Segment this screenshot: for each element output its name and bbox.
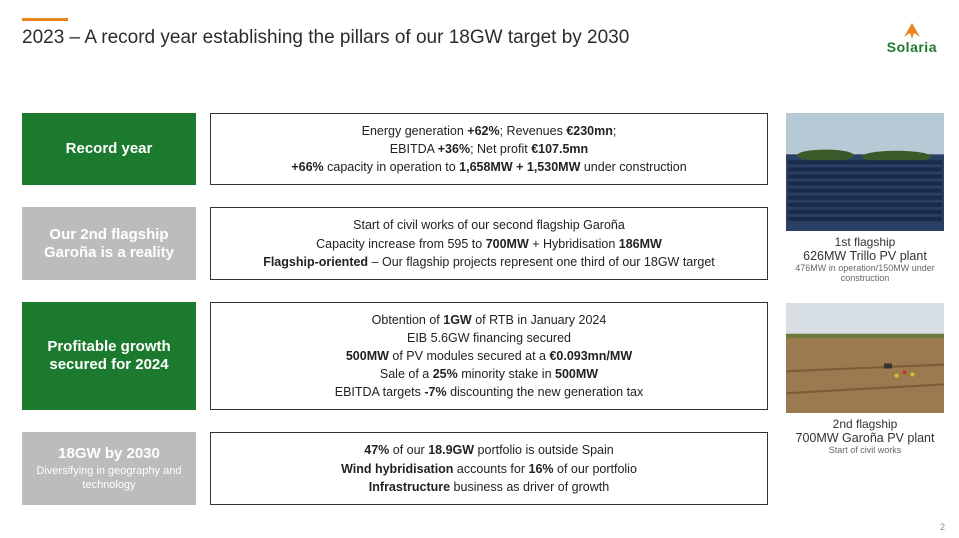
row-label-title: Record year [66, 140, 153, 158]
row-label: Profitable growth secured for 2024 [22, 302, 196, 411]
photo-block: 2nd flagship700MW Garoña PV plantStart o… [786, 303, 944, 455]
content-row: Our 2nd flagship Garoña is a reality Star… [22, 207, 768, 279]
row-content: Obtention of 1GW of RTB in January 2024E… [210, 302, 768, 411]
header: 2023 – A record year establishing the pi… [22, 27, 937, 55]
content-line: EBITDA targets -7% discounting the new g… [335, 383, 644, 401]
row-label-title: 18GW by 2030 [58, 445, 160, 463]
photo-caption-sub: Start of civil works [829, 445, 902, 455]
photo-block: 1st flagship626MW Trillo PV plant476MW i… [786, 113, 944, 283]
photo-caption-title: 1st flagship [835, 235, 896, 249]
content-row: 18GW by 2030 Diversifying in geography an… [22, 432, 768, 504]
content-line: +66% capacity in operation to 1,658MW + … [291, 158, 686, 176]
photo-caption-main: 700MW Garoña PV plant [796, 431, 935, 445]
content-line: EIB 5.6GW financing secured [407, 329, 571, 347]
content-line: Capacity increase from 595 to 700MW + Hy… [316, 235, 662, 253]
body: Record year Energy generation +62%; Reven… [22, 113, 937, 505]
row-label: Record year [22, 113, 196, 185]
photo-caption-title: 2nd flagship [833, 417, 898, 431]
content-line: Wind hybridisation accounts for 16% of o… [341, 460, 637, 478]
row-content: Start of civil works of our second flags… [210, 207, 768, 279]
row-label: 18GW by 2030 Diversifying in geography an… [22, 432, 196, 504]
content-line: 47% of our 18.9GW portfolio is outside S… [364, 441, 613, 459]
row-label-title: Profitable growth secured for 2024 [30, 338, 188, 374]
content-line: Flagship-oriented – Our flagship project… [263, 253, 715, 271]
page-title: 2023 – A record year establishing the pi… [22, 27, 629, 49]
content-row: Profitable growth secured for 2024 Obtent… [22, 302, 768, 411]
row-content: 47% of our 18.9GW portfolio is outside S… [210, 432, 768, 504]
row-label-sub: Diversifying in geography and technology [30, 465, 188, 493]
right-column: 1st flagship626MW Trillo PV plant476MW i… [786, 113, 944, 505]
slide: 2023 – A record year establishing the pi… [0, 0, 959, 538]
photo-caption-sub: 476MW in operation/150MW under construct… [786, 263, 944, 283]
row-label-title: Our 2nd flagship Garoña is a reality [30, 226, 188, 262]
row-label: Our 2nd flagship Garoña is a reality [22, 207, 196, 279]
content-line: Start of civil works of our second flags… [353, 216, 625, 234]
photo-solar-field [786, 113, 944, 231]
photo-earthworks [786, 303, 944, 413]
logo-mark-icon [900, 21, 924, 41]
content-line: 500MW of PV modules secured at a €0.093m… [346, 347, 632, 365]
content-line: Energy generation +62%; Revenues €230mn; [362, 122, 617, 140]
content-line: Obtention of 1GW of RTB in January 2024 [372, 311, 607, 329]
brand-logo: Solaria [887, 21, 937, 55]
photo-caption-main: 626MW Trillo PV plant [803, 249, 927, 263]
content-line: Sale of a 25% minority stake in 500MW [380, 365, 598, 383]
content-row: Record year Energy generation +62%; Reven… [22, 113, 768, 185]
content-line: EBITDA +36%; Net profit €107.5mn [390, 140, 588, 158]
logo-text: Solaria [887, 39, 937, 55]
row-content: Energy generation +62%; Revenues €230mn;… [210, 113, 768, 185]
left-column: Record year Energy generation +62%; Reven… [22, 113, 768, 505]
content-line: Infrastructure business as driver of gro… [369, 478, 609, 496]
page-number: 2 [940, 522, 945, 532]
accent-rule [22, 18, 68, 21]
